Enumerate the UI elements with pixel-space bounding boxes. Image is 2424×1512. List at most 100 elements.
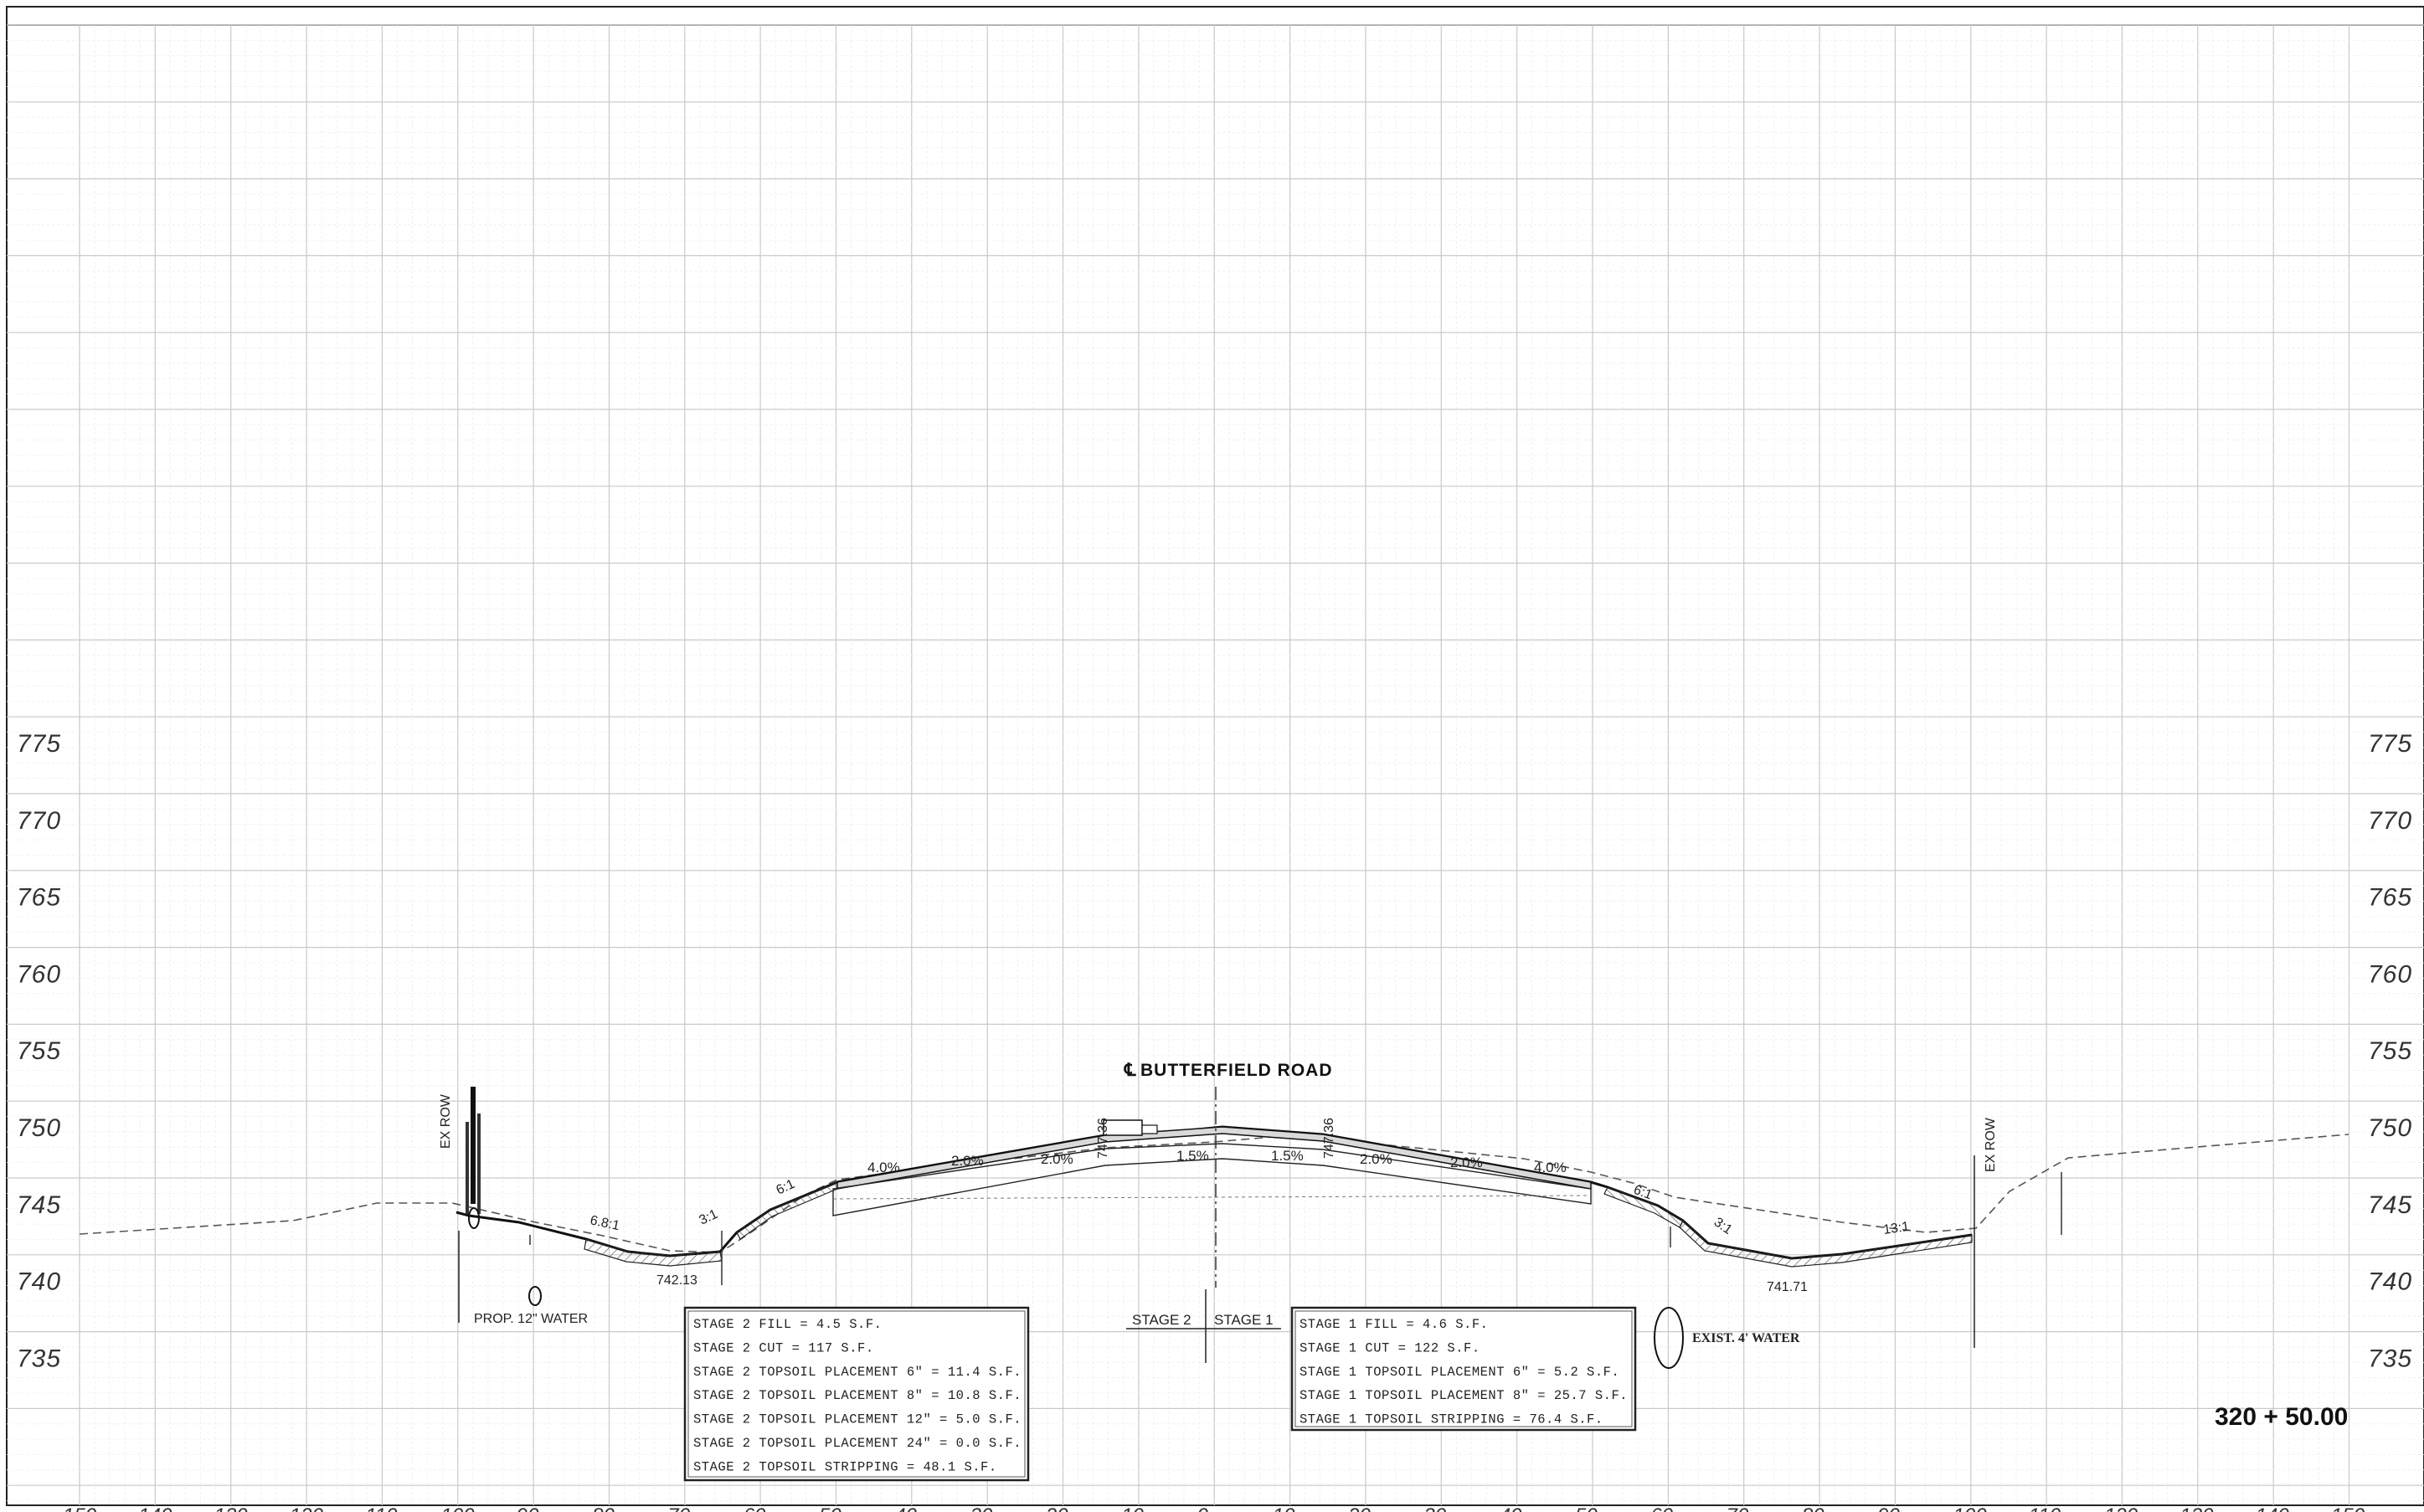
- elevation-label-right: 745: [2368, 1191, 2412, 1219]
- elevation-label-right: 765: [2368, 884, 2412, 912]
- offset-label: 80: [592, 1504, 615, 1512]
- right-slope-1: 6:1: [1632, 1183, 1655, 1203]
- quantity-row: STAGE 1 CUT = 122 S.F.: [1299, 1340, 1480, 1355]
- elevation-label-left: 765: [17, 884, 61, 912]
- quantity-row: STAGE 1 FILL = 4.6 S.F.: [1299, 1317, 1488, 1332]
- pavement-base-course: [832, 1143, 1592, 1216]
- elevation-label-left: 745: [17, 1191, 61, 1219]
- quantity-row: STAGE 1 TOPSOIL PLACEMENT 8" = 25.7 S.F.: [1299, 1388, 1628, 1403]
- elevation-label-left: 770: [17, 807, 61, 835]
- stage2-label: STAGE 2: [1132, 1312, 1191, 1328]
- grade-left-2: 2.0%: [951, 1153, 984, 1169]
- quantity-row: STAGE 1 TOPSOIL STRIPPING = 76.4 S.F.: [1299, 1412, 1603, 1427]
- elevation-label-left: 740: [17, 1268, 61, 1296]
- offset-label: 40: [894, 1504, 917, 1512]
- quantity-row: STAGE 2 TOPSOIL PLACEMENT 6" = 11.4 S.F.: [693, 1365, 1022, 1380]
- exist-water-label: EXIST. 4' WATER: [1692, 1331, 1800, 1345]
- elevation-label-left: 760: [17, 960, 61, 988]
- stage2-quantity-box: STAGE 2 FILL = 4.5 S.F. STAGE 2 CUT = 117…: [683, 1306, 1030, 1482]
- offset-label: 140: [2256, 1504, 2290, 1512]
- offset-label: 120: [290, 1504, 324, 1512]
- quantity-row: STAGE 2 TOPSOIL PLACEMENT 12" = 5.0 S.F.: [693, 1412, 1022, 1427]
- left-ditch-elev: 742.13: [656, 1273, 697, 1288]
- elevation-label-left: 735: [17, 1345, 61, 1372]
- left-slope-1: 6.8:1: [589, 1213, 620, 1233]
- offset-label: 50: [1575, 1504, 1598, 1512]
- elevation-label-right: 740: [2368, 1268, 2412, 1296]
- right-row-label: EX ROW: [1984, 1117, 1998, 1172]
- right-ditch-elev: 741.71: [1767, 1280, 1808, 1294]
- offset-label: 40: [1500, 1504, 1522, 1512]
- existing-ground-line: [79, 1134, 2349, 1253]
- grade-right-2: 2.0%: [1450, 1155, 1483, 1170]
- stake-markers: [529, 1172, 2062, 1285]
- stage1-label: STAGE 1: [1214, 1312, 1274, 1328]
- subbase-line: [832, 1195, 1592, 1200]
- topsoil-right-slope: [1603, 1186, 1684, 1228]
- utility-pole-icon: [466, 1087, 481, 1229]
- offset-label: 130: [2180, 1504, 2214, 1512]
- offset-label: 150: [2331, 1504, 2365, 1512]
- road-name: BUTTERFIELD ROAD: [1140, 1061, 1333, 1080]
- offset-label: 130: [214, 1504, 249, 1512]
- left-slope-2: 3:1: [697, 1207, 720, 1228]
- quantity-row: STAGE 2 CUT = 117 S.F.: [693, 1340, 874, 1355]
- offset-label: 10: [1273, 1504, 1295, 1512]
- elevation-axis-left: 775 770 765 760 755 750 745 740 735: [17, 730, 61, 1372]
- sheet-border: [6, 6, 2424, 1506]
- quantity-row: STAGE 1 TOPSOIL PLACEMENT 6" = 5.2 S.F.: [1299, 1365, 1619, 1380]
- offset-label: 20: [1045, 1504, 1068, 1512]
- offset-label: 30: [1423, 1504, 1446, 1512]
- offset-label: 0: [1197, 1504, 1209, 1512]
- left-slope-3: 6:1: [775, 1177, 797, 1198]
- offset-label: 70: [1727, 1504, 1749, 1512]
- elevation-axis-right: 775 770 765 760 755 750 745 740 735: [2368, 730, 2412, 1372]
- elevation-label-left: 775: [17, 730, 61, 758]
- exist-water-pipe-icon: [1654, 1307, 1684, 1369]
- cl-elev-left: 747.36: [1096, 1118, 1110, 1159]
- elevation-label-right: 760: [2368, 960, 2412, 988]
- station-label: 320 + 50.00: [2215, 1403, 2348, 1431]
- offset-label: 140: [138, 1504, 172, 1512]
- quantity-row: STAGE 2 FILL = 4.5 S.F.: [693, 1317, 882, 1332]
- cross-slope-right: 1.5%: [1271, 1148, 1304, 1164]
- elevation-label-left: 755: [17, 1037, 61, 1065]
- offset-label: 10: [1121, 1504, 1144, 1512]
- grade-left-1: 4.0%: [867, 1160, 900, 1175]
- grade-right-1: 2.0%: [1360, 1151, 1392, 1167]
- elevation-label-right: 770: [2368, 807, 2412, 835]
- offset-label: 60: [1650, 1504, 1673, 1512]
- offset-label: 150: [63, 1504, 97, 1512]
- offset-label: 110: [365, 1504, 398, 1512]
- quantity-row: STAGE 2 TOPSOIL PLACEMENT 24" = 0.0 S.F.: [693, 1436, 1022, 1451]
- elevation-label-left: 750: [17, 1114, 61, 1142]
- offset-label: 90: [1877, 1504, 1900, 1512]
- right-slope-3: 13:1: [1882, 1220, 1910, 1237]
- left-row-label: EX ROW: [439, 1093, 453, 1149]
- grade-right-3: 4.0%: [1534, 1160, 1567, 1175]
- offset-label: 70: [667, 1504, 690, 1512]
- topsoil-right-ditch: [1679, 1220, 1973, 1268]
- stage1-quantity-box: STAGE 1 FILL = 4.6 S.F. STAGE 1 CUT = 122…: [1290, 1306, 1637, 1432]
- grade-left-3: 2.0%: [1041, 1151, 1073, 1167]
- offset-label: 30: [970, 1504, 993, 1512]
- median-curb-2: [1141, 1124, 1158, 1134]
- prop-water-pipe-icon: [528, 1286, 542, 1306]
- offset-label: 100: [1953, 1504, 1988, 1512]
- offset-label: 80: [1802, 1504, 1824, 1512]
- offset-axis: 1501401301201101009080706050403020100102…: [63, 1504, 2365, 1512]
- offset-label: 120: [2104, 1504, 2138, 1512]
- offset-label: 20: [1347, 1504, 1371, 1512]
- quantity-row: STAGE 2 TOPSOIL PLACEMENT 8" = 10.8 S.F.: [693, 1388, 1022, 1403]
- prop-water-label: PROP. 12" WATER: [474, 1312, 588, 1326]
- elevation-label-right: 775: [2368, 730, 2412, 758]
- offset-label: 100: [441, 1504, 476, 1512]
- elevation-label-right: 735: [2368, 1345, 2412, 1372]
- offset-label: 50: [819, 1504, 841, 1512]
- right-slope-2: 3:1: [1711, 1215, 1735, 1237]
- cross-slope-left: 1.5%: [1176, 1148, 1209, 1164]
- offset-label: 110: [2029, 1504, 2061, 1512]
- elevation-label-right: 755: [2368, 1037, 2412, 1065]
- elevation-label-right: 750: [2368, 1114, 2412, 1142]
